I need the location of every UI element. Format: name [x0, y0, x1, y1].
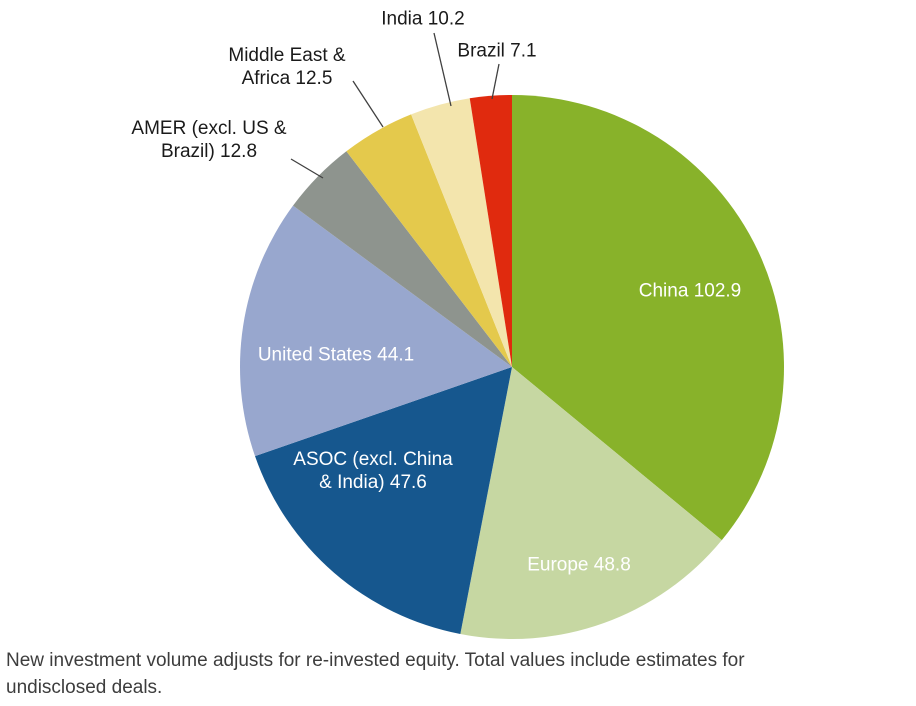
pie-slice-asoc-excl-china-india [255, 367, 512, 635]
chart-footnote: New investment volume adjusts for re-inv… [6, 648, 912, 701]
pie-slice-china [512, 95, 784, 541]
chart-footnote-line2: undisclosed deals. [6, 676, 163, 698]
leader-lines [290, 32, 500, 179]
pie-slice-middle-east-africa [346, 114, 512, 367]
pie-slices [239, 95, 784, 640]
pie-slice-india [411, 98, 512, 368]
leader-line-middle-east-africa [352, 80, 384, 128]
leader-line-india [433, 32, 452, 107]
pie-slice-united-states [239, 205, 512, 457]
leader-line-brazil [491, 63, 500, 100]
pie-slice-amer-excl-us-brazil [293, 151, 512, 367]
chart-footnote-line1: New investment volume adjusts for re-inv… [6, 650, 745, 671]
pie-slice-brazil [469, 95, 512, 367]
leader-line-amer [290, 158, 324, 179]
pie-slice-europe [460, 367, 722, 640]
